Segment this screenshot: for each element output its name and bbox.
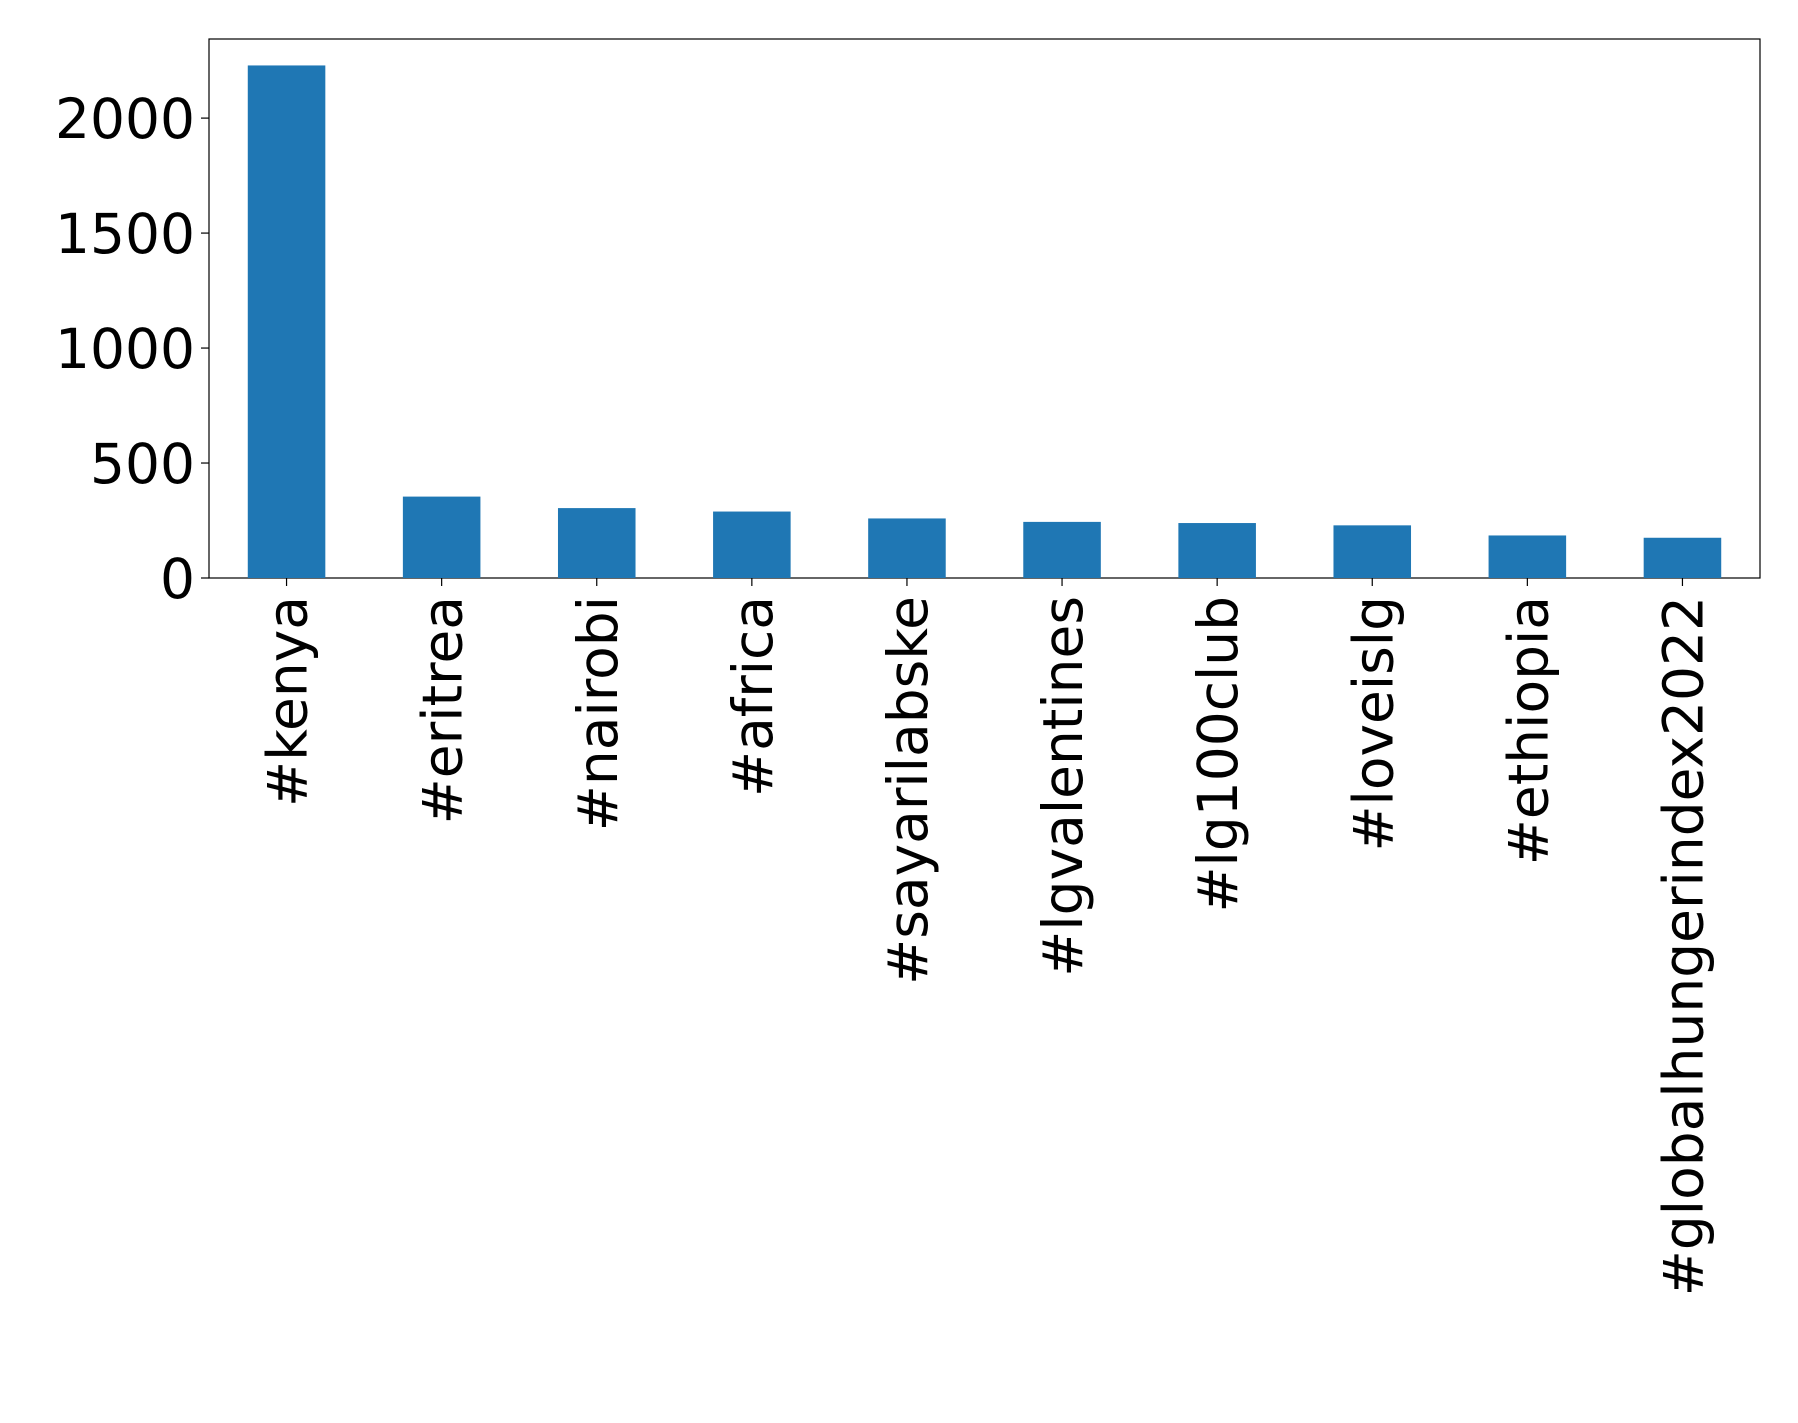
y-tick-label: 500	[90, 432, 195, 496]
x-tick-label: #eritrea	[411, 596, 475, 824]
bar	[1178, 523, 1256, 578]
x-tick-label: #sayarilabske	[876, 596, 940, 985]
y-tick-label: 0	[160, 547, 195, 611]
x-tick-label: #globalhungerindex2022	[1651, 596, 1715, 1296]
x-tick-label: #lg100club	[1186, 596, 1250, 913]
x-tick-label: #lgvalentines	[1031, 596, 1095, 977]
bar	[713, 511, 791, 578]
x-tick-label: #kenya	[256, 596, 320, 807]
bar	[1023, 521, 1101, 578]
x-tick-label: #nairobi	[566, 596, 630, 831]
bar	[1488, 535, 1567, 578]
bar	[1333, 525, 1412, 578]
y-tick-label: 1000	[55, 317, 195, 381]
bar	[557, 508, 636, 578]
x-tick-label: #ethiopia	[1496, 596, 1560, 865]
y-tick-label: 2000	[55, 87, 195, 151]
x-tick-label: #africa	[721, 596, 785, 797]
plot-frame	[208, 38, 1761, 579]
bar	[247, 65, 326, 579]
bar	[402, 496, 481, 578]
bar	[868, 518, 946, 578]
y-tick-label: 1500	[55, 202, 195, 266]
bar	[1643, 537, 1722, 578]
x-tick-label: #loveislg	[1341, 596, 1405, 852]
